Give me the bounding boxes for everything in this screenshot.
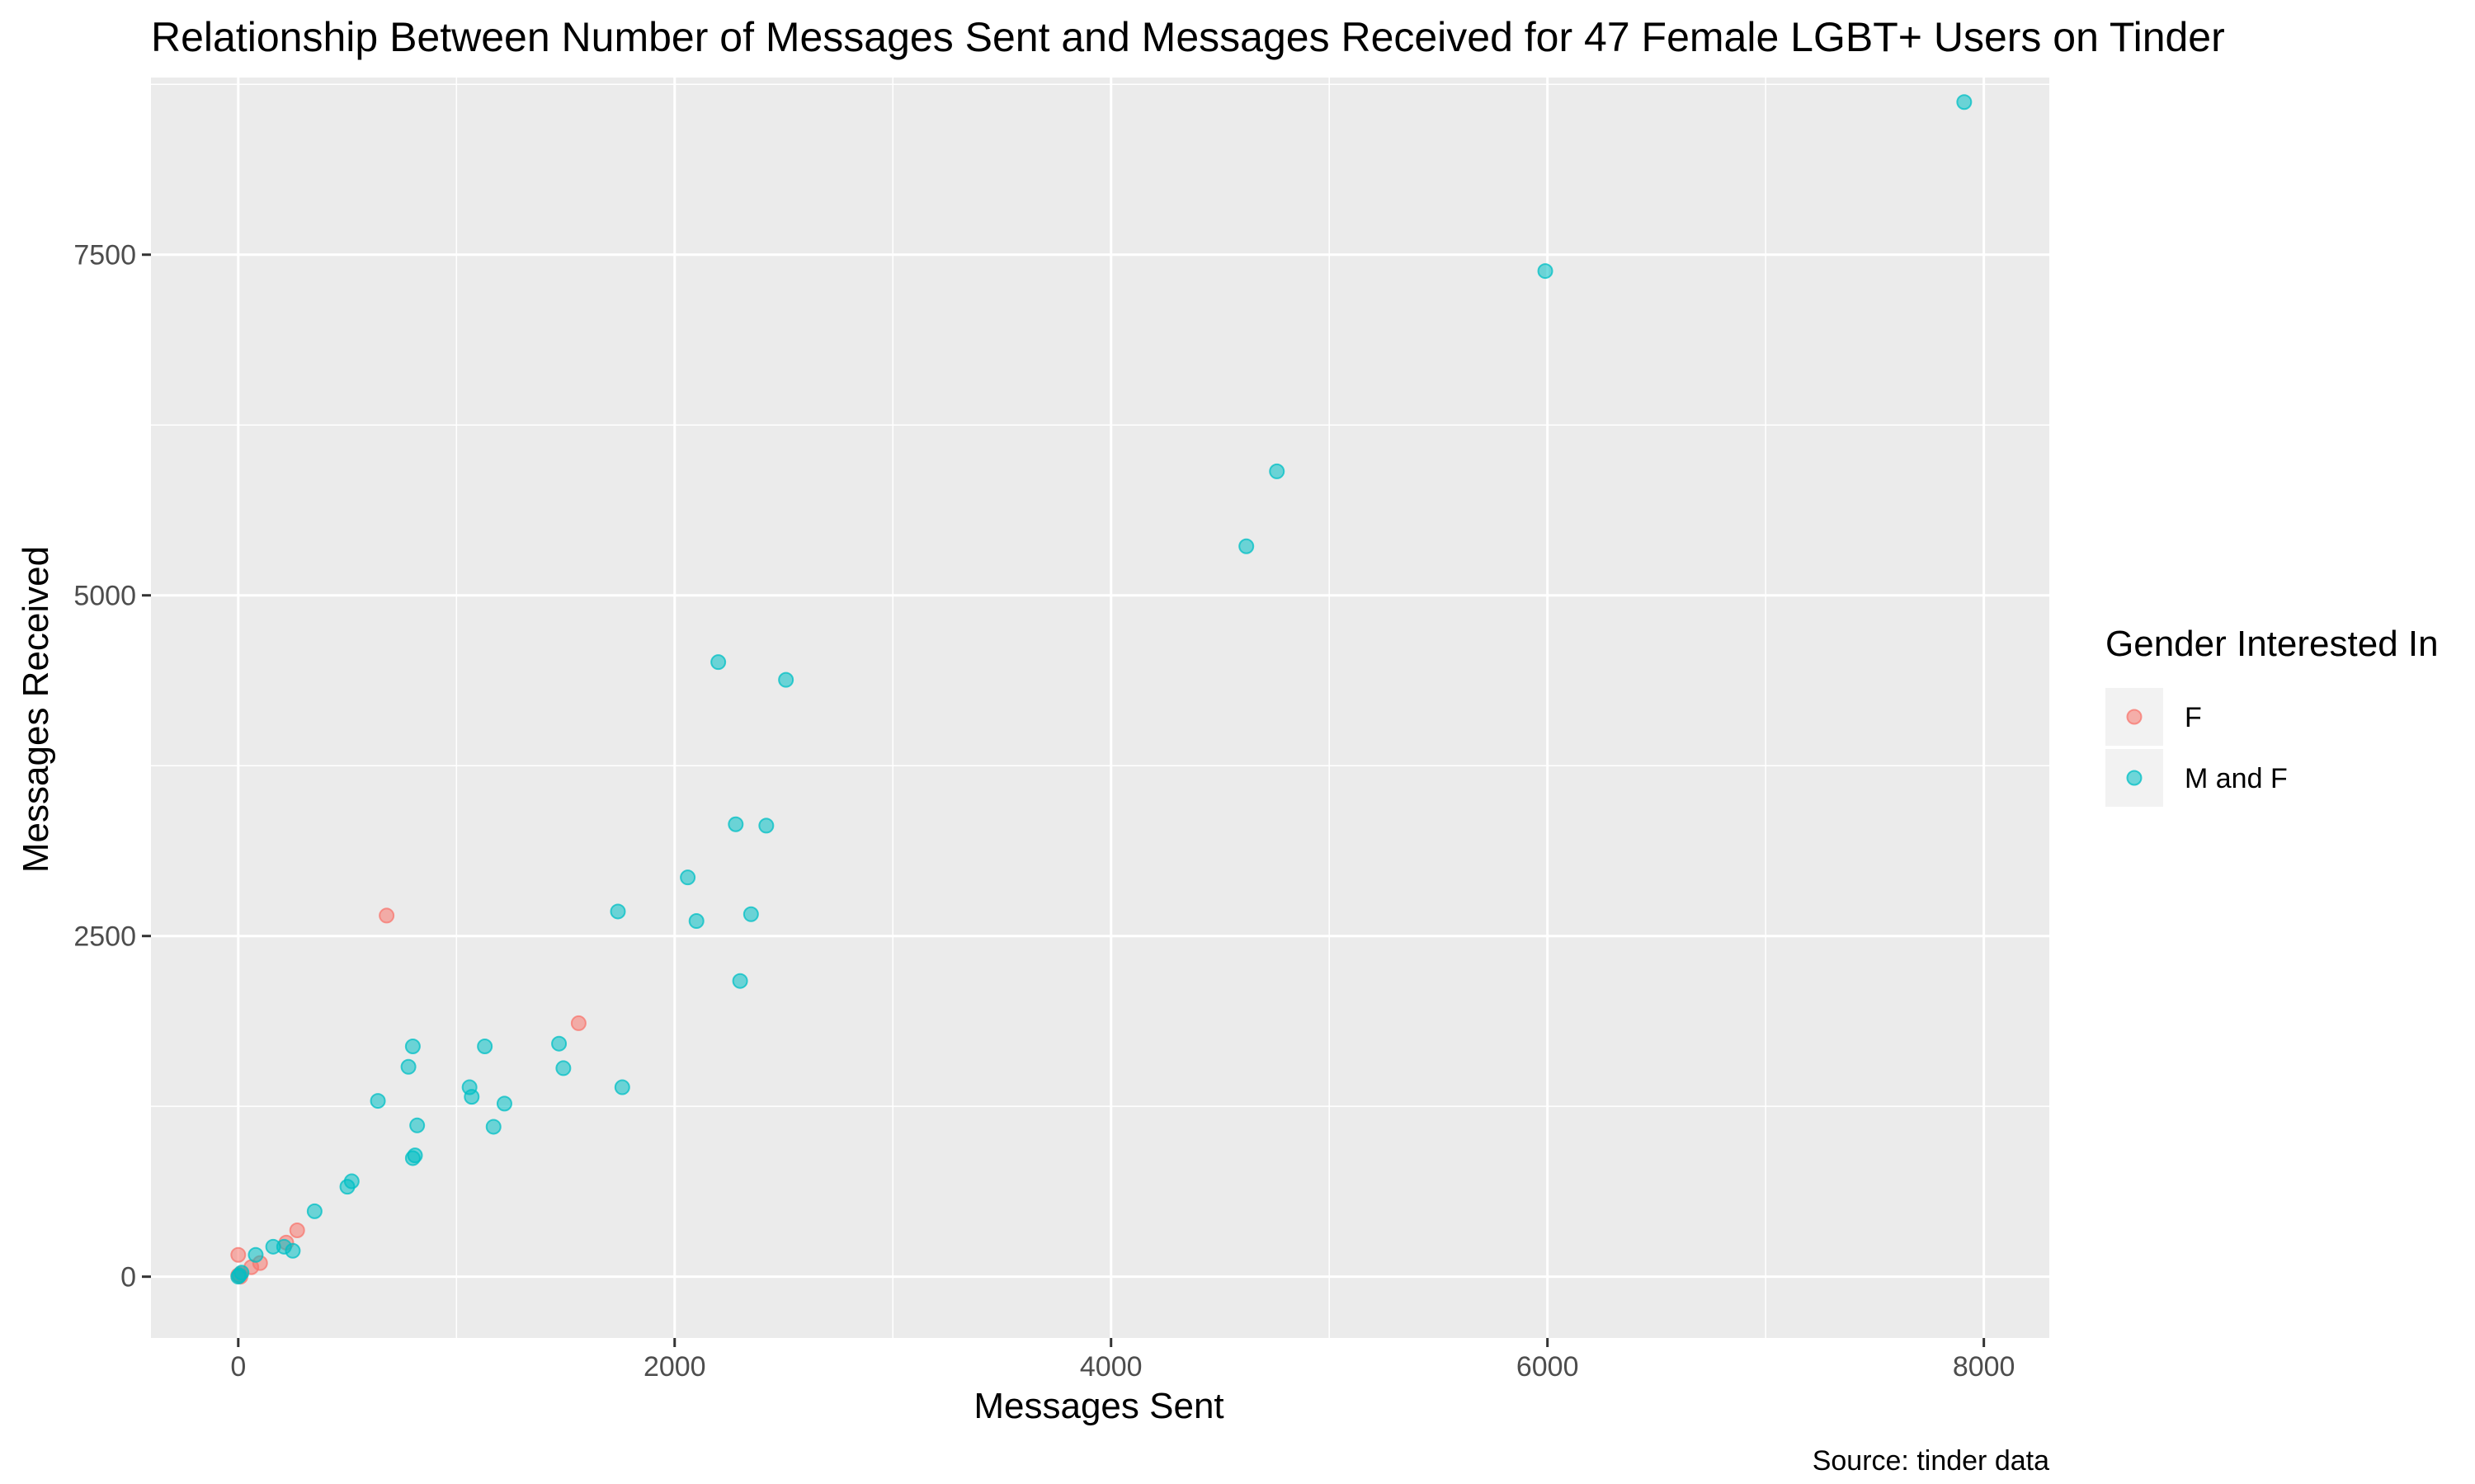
data-point-m-and-f <box>680 869 696 886</box>
data-point-m-and-f <box>343 1173 360 1190</box>
legend-key-m-and-f <box>2126 770 2143 786</box>
data-point-m-and-f <box>233 1265 250 1281</box>
data-point-m-and-f <box>370 1093 386 1109</box>
x-tick-label: 2000 <box>644 1351 706 1383</box>
data-point-m-and-f <box>485 1119 502 1135</box>
legend-title: Gender Interested In <box>2105 624 2439 664</box>
legend-label-f: F <box>2185 702 2202 733</box>
y-tick-label: 7500 <box>73 240 136 271</box>
legend-items: F M and F <box>2105 688 2288 807</box>
data-point-f <box>289 1223 305 1239</box>
plot-background <box>151 78 2049 1338</box>
data-point-m-and-f <box>758 817 775 834</box>
data-point-m-and-f <box>477 1038 493 1054</box>
data-point-m-and-f <box>551 1035 568 1052</box>
x-tick-label: 6000 <box>1516 1351 1579 1383</box>
y-axis-label: Messages Received <box>16 546 56 873</box>
data-point-m-and-f <box>400 1058 417 1075</box>
data-point-m-and-f <box>1269 463 1285 479</box>
data-point-m-and-f <box>407 1147 423 1164</box>
chart-title: Relationship Between Number of Messages … <box>151 14 2225 60</box>
data-point-m-and-f <box>1238 538 1255 554</box>
data-point-m-and-f <box>555 1060 572 1076</box>
legend-label-m-and-f: M and F <box>2185 763 2288 794</box>
y-tick-label: 5000 <box>73 581 136 612</box>
x-axis-label: Messages Sent <box>974 1386 1223 1426</box>
data-point-m-and-f <box>306 1203 323 1219</box>
data-point-m-and-f <box>614 1079 630 1095</box>
data-point-m-and-f <box>285 1242 301 1259</box>
data-point-m-and-f <box>710 654 727 671</box>
data-point-m-and-f <box>404 1038 421 1054</box>
data-point-m-and-f <box>496 1095 512 1112</box>
data-point-m-and-f <box>728 816 744 832</box>
data-point-f <box>379 907 395 924</box>
x-tick-label: 0 <box>230 1351 246 1383</box>
x-tick-label: 4000 <box>1080 1351 1143 1383</box>
data-point-m-and-f <box>742 906 759 922</box>
data-point-m-and-f <box>688 913 705 930</box>
data-point-m-and-f <box>778 671 794 688</box>
data-point-m-and-f <box>409 1117 426 1133</box>
legend: Gender Interested In F M and F <box>2105 624 2439 807</box>
data-point-m-and-f <box>610 903 626 920</box>
y-tick-label: 2500 <box>73 921 136 953</box>
data-point-m-and-f <box>464 1089 480 1105</box>
data-point-f <box>570 1015 587 1031</box>
plot-panel: 0 2000 4000 6000 8000 0 2500 5000 7500 <box>73 78 2049 1383</box>
data-point-m-and-f <box>248 1246 264 1263</box>
data-point-m-and-f <box>1537 263 1553 280</box>
x-tick-label: 8000 <box>1953 1351 2015 1383</box>
data-point-f <box>230 1246 247 1263</box>
y-tick-label: 0 <box>120 1262 136 1293</box>
legend-key-f <box>2126 709 2143 725</box>
data-point-m-and-f <box>732 973 748 989</box>
chart-caption: Source: tinder data <box>1813 1445 2049 1477</box>
data-point-m-and-f <box>1956 94 1973 111</box>
